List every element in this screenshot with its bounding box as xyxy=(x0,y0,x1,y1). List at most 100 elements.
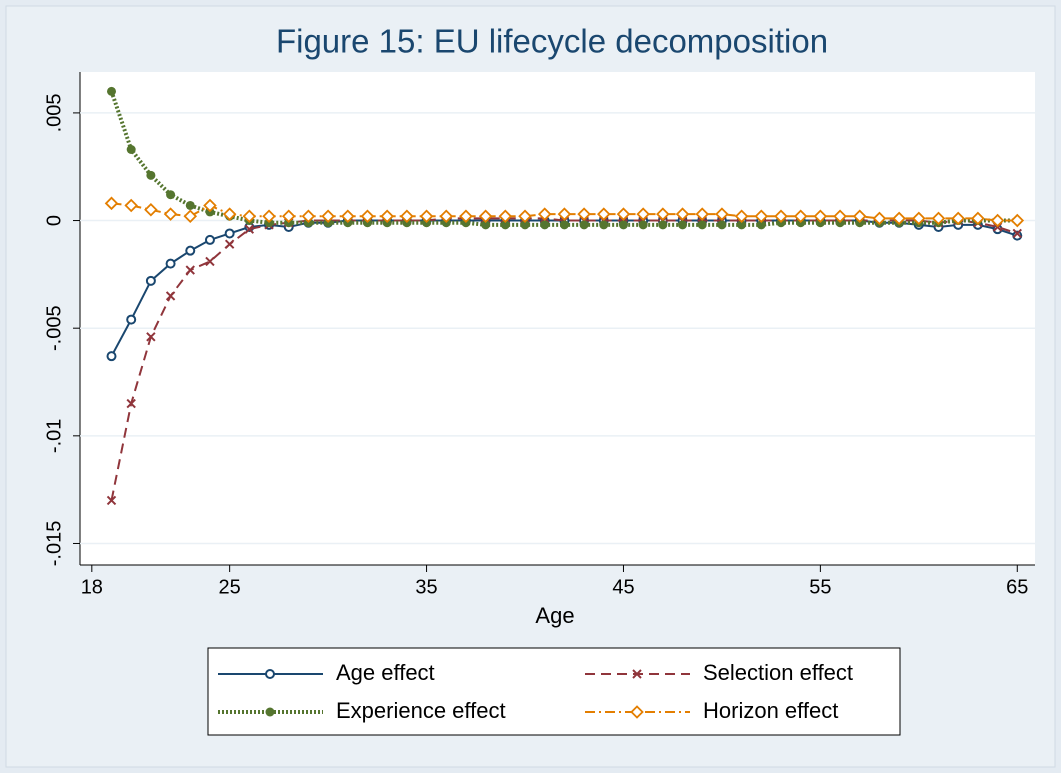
marker xyxy=(185,200,195,210)
marker xyxy=(537,207,552,221)
marker xyxy=(498,209,513,224)
marker xyxy=(185,265,195,275)
x-tick-label: 55 xyxy=(809,576,831,598)
legend-label: Horizon effect xyxy=(703,698,838,723)
marker xyxy=(500,220,510,230)
marker xyxy=(124,198,138,213)
marker xyxy=(242,209,257,224)
marker xyxy=(1012,228,1022,239)
marker xyxy=(540,220,550,230)
y-tick-label: -.01 xyxy=(43,419,65,453)
marker xyxy=(951,211,965,226)
marker xyxy=(126,398,136,409)
marker xyxy=(224,228,235,239)
legend-marker xyxy=(632,669,642,679)
marker xyxy=(557,207,572,221)
series-line xyxy=(110,217,1018,501)
marker xyxy=(481,220,491,230)
x-tick-label: 25 xyxy=(219,576,241,598)
marker xyxy=(638,220,648,230)
marker xyxy=(222,207,237,221)
marker xyxy=(459,209,473,224)
marker xyxy=(262,209,276,224)
legend-marker xyxy=(265,669,275,679)
legend-marker xyxy=(265,707,275,717)
plot-area xyxy=(80,72,1035,565)
marker xyxy=(126,314,137,325)
marker xyxy=(321,209,335,224)
marker xyxy=(224,239,235,249)
legend xyxy=(207,647,901,736)
marker xyxy=(107,86,117,96)
marker xyxy=(616,207,631,221)
marker xyxy=(579,220,589,230)
marker xyxy=(695,207,709,221)
marker xyxy=(439,209,454,224)
marker xyxy=(717,220,727,230)
marker xyxy=(813,209,828,224)
marker xyxy=(478,209,493,224)
marker xyxy=(104,196,119,211)
marker xyxy=(599,220,609,230)
marker xyxy=(931,211,946,226)
legend-label: Age effect xyxy=(336,660,435,685)
marker xyxy=(833,209,847,224)
marker xyxy=(520,220,530,230)
marker xyxy=(559,220,569,230)
marker xyxy=(1010,213,1025,228)
marker xyxy=(360,209,375,224)
legend-label: Experience effect xyxy=(336,698,506,723)
marker xyxy=(106,495,117,506)
marker xyxy=(518,209,532,224)
marker xyxy=(400,209,414,224)
marker xyxy=(183,209,198,224)
marker xyxy=(852,209,867,224)
marker xyxy=(144,203,158,217)
marker xyxy=(872,211,887,226)
y-tick-label: -.015 xyxy=(43,521,65,567)
marker xyxy=(577,207,591,221)
marker xyxy=(756,220,766,230)
marker xyxy=(419,209,434,224)
marker xyxy=(715,207,729,221)
marker xyxy=(204,234,215,245)
marker xyxy=(678,220,688,230)
marker xyxy=(380,209,394,224)
marker xyxy=(990,213,1005,228)
chart-title: Figure 15: EU lifecycle decomposition xyxy=(276,23,828,60)
marker xyxy=(737,220,747,230)
y-tick-label: .005 xyxy=(43,93,65,132)
legend-label: Selection effect xyxy=(703,660,853,685)
marker xyxy=(126,145,136,155)
marker xyxy=(165,258,176,269)
y-tick-label: 0 xyxy=(43,215,65,226)
marker xyxy=(618,220,628,230)
marker xyxy=(146,332,156,342)
series-line xyxy=(111,202,1018,222)
marker xyxy=(656,207,670,221)
marker xyxy=(912,211,926,226)
marker xyxy=(341,209,355,224)
y-tick-label: -.005 xyxy=(43,305,65,351)
x-tick-label: 18 xyxy=(81,576,103,598)
marker xyxy=(166,190,176,200)
marker xyxy=(1012,230,1023,241)
marker xyxy=(244,224,255,234)
marker xyxy=(774,209,788,224)
marker xyxy=(146,170,156,180)
marker xyxy=(597,207,611,221)
x-tick-label: 45 xyxy=(612,576,634,598)
marker xyxy=(658,220,668,230)
marker xyxy=(203,198,217,213)
marker xyxy=(145,275,156,286)
marker xyxy=(185,245,196,256)
x-tick-label: 65 xyxy=(1006,576,1028,598)
x-tick-label: 35 xyxy=(415,576,437,598)
marker xyxy=(754,209,769,224)
marker xyxy=(971,211,985,226)
marker xyxy=(675,207,690,221)
marker xyxy=(892,211,906,226)
marker xyxy=(205,256,215,267)
